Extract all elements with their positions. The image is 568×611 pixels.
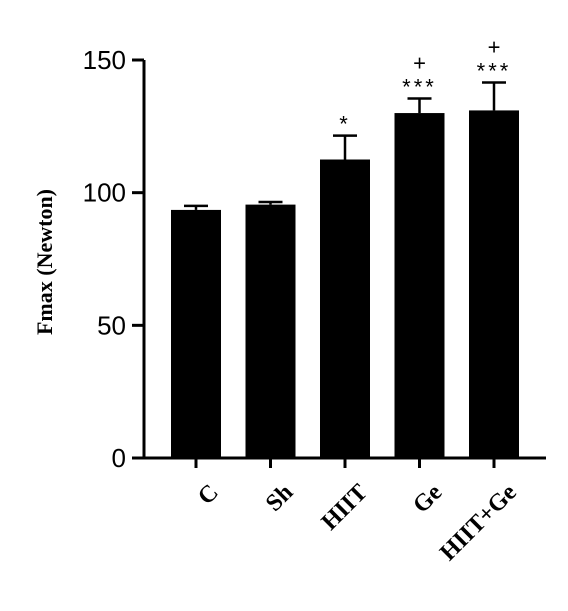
significance-annotations: ****+ ***+ bbox=[339, 35, 512, 137]
error-bars bbox=[184, 81, 506, 210]
bar-ge bbox=[394, 113, 445, 459]
x-tick-label: Sh bbox=[261, 479, 298, 516]
significance-mark: * bbox=[339, 112, 351, 137]
y-tick-label: 0 bbox=[112, 443, 126, 473]
bars bbox=[171, 110, 519, 459]
y-tick-label: 150 bbox=[83, 45, 126, 75]
bar-c bbox=[171, 209, 221, 458]
plus-mark: + bbox=[413, 50, 426, 75]
x-tick-label: HIIT bbox=[317, 479, 373, 535]
y-axis-title: Fmax (Newton) bbox=[32, 189, 57, 335]
significance-mark: *** bbox=[477, 59, 512, 84]
x-tick-label: HIIT+Ge bbox=[435, 479, 522, 566]
y-tick-label: 50 bbox=[97, 310, 126, 340]
plus-mark: + bbox=[488, 35, 501, 60]
x-tick-label: C bbox=[193, 479, 224, 510]
x-tick-label: Ge bbox=[408, 479, 447, 518]
bar-hiit-ge bbox=[469, 110, 519, 458]
bar-sh bbox=[245, 204, 296, 458]
significance-mark: *** bbox=[402, 74, 437, 99]
y-ticks: 0 50 100 150 bbox=[83, 45, 144, 473]
y-tick-label: 100 bbox=[83, 178, 126, 208]
bar-hiit bbox=[320, 159, 370, 458]
